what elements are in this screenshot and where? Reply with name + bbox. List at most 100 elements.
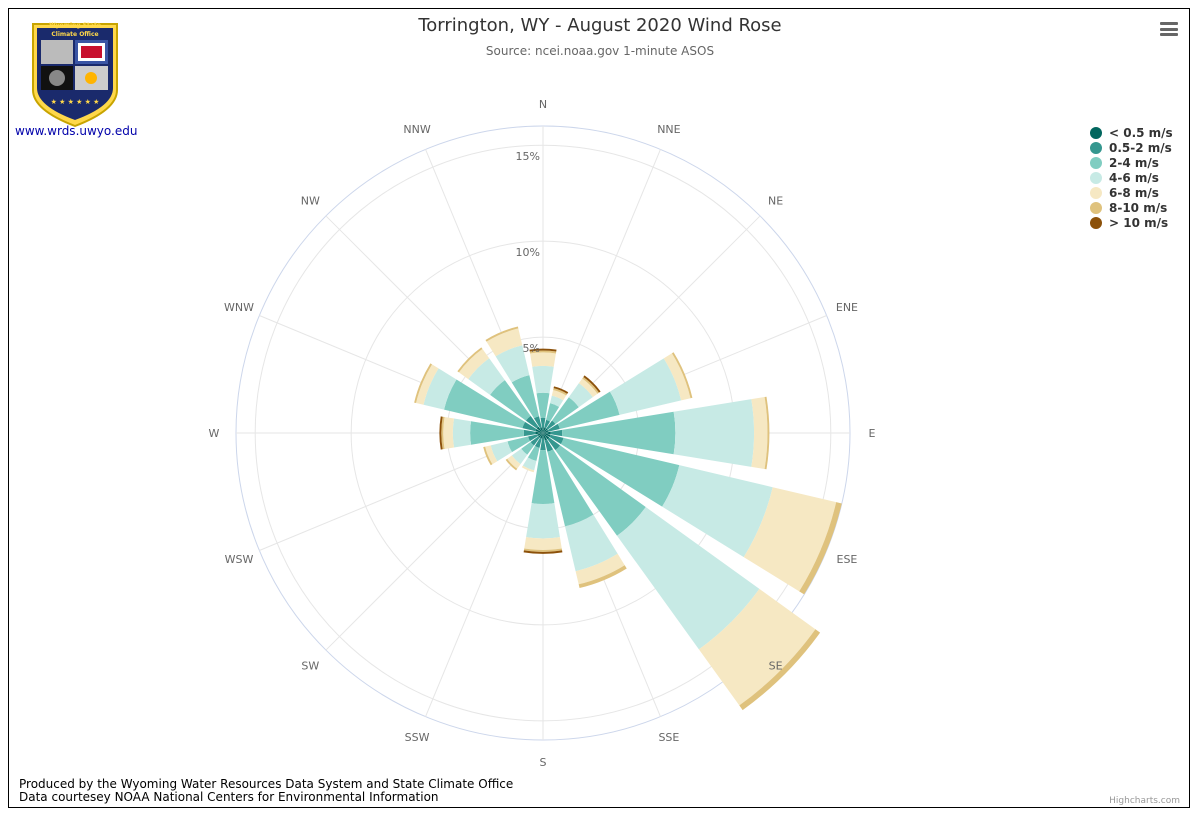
wind-bar-NW-3[interactable] [468, 358, 505, 395]
wind-bar-WSW-5[interactable] [483, 446, 493, 466]
legend-item[interactable]: 2-4 m/s [1090, 155, 1173, 170]
wind-bar-NNW-4[interactable] [486, 328, 523, 357]
wind-bar-W-4[interactable] [443, 417, 454, 449]
wind-bar-WNW-3[interactable] [423, 368, 457, 410]
wind-bar-WNW-2[interactable] [444, 379, 526, 429]
wind-bar-NW-2[interactable] [490, 380, 531, 421]
highcharts-credit[interactable]: Highcharts.com [1109, 796, 1180, 806]
wind-bar-SSW-1[interactable] [534, 437, 542, 448]
wind-bar-SSW-2[interactable] [527, 446, 540, 462]
wind-bar-ENE-3[interactable] [609, 358, 682, 415]
wind-bar-ESE-4[interactable] [743, 487, 837, 592]
wind-bar-NNW-2[interactable] [511, 375, 540, 419]
wind-bar-SW-3[interactable] [511, 448, 528, 465]
wind-bar-N-5[interactable] [529, 350, 557, 354]
wind-bar-NNE-3[interactable] [550, 395, 564, 407]
wind-bar-N-2[interactable] [536, 392, 550, 418]
wind-bar-NNE-2[interactable] [546, 403, 560, 422]
wind-bar-ENE-5[interactable] [671, 352, 693, 399]
wind-bar-NW-1[interactable] [525, 415, 539, 429]
wind-bar-NW-4[interactable] [458, 348, 490, 380]
wind-bar-S-2[interactable] [531, 450, 555, 504]
wind-bar-S-0[interactable] [542, 433, 544, 439]
wind-bar-SW-4[interactable] [507, 455, 521, 469]
wind-bar-SE-4[interactable] [698, 588, 816, 706]
wind-bar-SW-2[interactable] [521, 441, 535, 455]
wind-bar-NNE-4[interactable] [551, 390, 567, 401]
wind-bar-NNE-0[interactable] [543, 427, 547, 433]
wind-bar-SE-5[interactable] [739, 629, 821, 711]
wind-bar-SSW-0[interactable] [539, 433, 543, 439]
wind-bar-NNW-1[interactable] [533, 416, 542, 429]
wind-bar-ESE-1[interactable] [549, 434, 564, 445]
wind-bar-NE-5[interactable] [582, 376, 600, 394]
wind-bar-N-0[interactable] [542, 427, 544, 433]
wind-bar-SW-0[interactable] [538, 433, 543, 438]
wind-bar-SW-1[interactable] [530, 436, 540, 446]
wind-bar-S-6[interactable] [523, 550, 563, 554]
wind-bar-W-6[interactable] [439, 416, 443, 450]
wind-bar-WSW-2[interactable] [507, 436, 530, 453]
wind-bar-NNW-5[interactable] [485, 326, 519, 342]
wind-bar-E-4[interactable] [751, 397, 768, 469]
wind-bar-WNW-0[interactable] [535, 428, 543, 433]
wind-bar-NE-2[interactable] [551, 397, 579, 425]
wind-bar-SSE-2[interactable] [547, 449, 594, 527]
wind-bar-ESE-0[interactable] [543, 433, 551, 438]
wind-bar-SE-0[interactable] [543, 433, 550, 440]
wind-bar-N-1[interactable] [540, 417, 546, 428]
wind-bar-WNW-4[interactable] [416, 364, 439, 405]
hamburger-menu-icon[interactable] [1160, 22, 1178, 36]
wind-bar-E-0[interactable] [543, 431, 551, 435]
wind-bar-ENE-0[interactable] [543, 429, 549, 433]
wind-bar-WNW-5[interactable] [414, 363, 433, 404]
wind-bar-NNW-3[interactable] [495, 345, 530, 383]
legend-item[interactable]: > 10 m/s [1090, 215, 1173, 230]
legend-item[interactable]: 0.5-2 m/s [1090, 140, 1173, 155]
wind-bar-ESE-5[interactable] [799, 502, 842, 595]
wind-bar-SSE-4[interactable] [575, 553, 625, 585]
wind-bar-S-1[interactable] [540, 438, 546, 451]
wind-bar-SSE-0[interactable] [543, 433, 548, 441]
wind-bar-E-3[interactable] [673, 399, 755, 467]
wind-bar-ESE-2[interactable] [560, 437, 680, 507]
wind-bar-NW-0[interactable] [536, 426, 543, 433]
wind-bar-SE-3[interactable] [617, 507, 760, 650]
legend-item[interactable]: 6-8 m/s [1090, 185, 1173, 200]
wind-bar-WSW-0[interactable] [537, 433, 543, 437]
wind-bar-ENE-4[interactable] [663, 353, 691, 401]
wind-bar-S-4[interactable] [524, 537, 562, 551]
wind-bar-E-5[interactable] [764, 396, 770, 470]
legend-item[interactable]: 4-6 m/s [1090, 170, 1173, 185]
wind-bar-SSE-3[interactable] [565, 514, 618, 572]
wind-bar-SSW-3[interactable] [522, 457, 537, 471]
wind-bar-ENE-2[interactable] [557, 391, 620, 430]
wind-bar-S-5[interactable] [523, 548, 563, 552]
wind-bar-NNW-0[interactable] [539, 427, 543, 433]
wind-bar-NE-1[interactable] [546, 420, 556, 430]
wind-bar-W-2[interactable] [470, 421, 525, 445]
wind-bar-NNE-1[interactable] [544, 419, 551, 429]
wind-bar-E-2[interactable] [561, 411, 676, 455]
wind-bar-NNE-6[interactable] [553, 386, 569, 394]
wind-bar-ENE-1[interactable] [547, 423, 560, 432]
wind-bar-SW-5[interactable] [505, 458, 518, 471]
wind-bar-N-4[interactable] [530, 352, 556, 367]
wind-bar-WNW-1[interactable] [522, 421, 537, 432]
wind-bar-N-6[interactable] [529, 348, 557, 352]
wind-bar-S-3[interactable] [526, 503, 560, 539]
wind-bar-ESE-3[interactable] [662, 465, 773, 558]
legend-item[interactable]: 8-10 m/s [1090, 200, 1173, 215]
wind-bar-NE-4[interactable] [578, 378, 598, 398]
wind-bar-W-1[interactable] [523, 429, 536, 437]
wind-bar-W-3[interactable] [452, 418, 472, 448]
wind-bar-NE-0[interactable] [543, 428, 548, 433]
wind-bar-E-1[interactable] [550, 429, 563, 437]
legend-item[interactable]: < 0.5 m/s [1090, 125, 1173, 140]
wind-bar-SE-2[interactable] [555, 445, 646, 536]
wind-bar-N-3[interactable] [532, 365, 554, 394]
wind-bar-SSE-1[interactable] [544, 439, 554, 452]
wind-bar-WSW-3[interactable] [490, 441, 512, 462]
website-link[interactable]: www.wrds.uwyo.edu [15, 124, 138, 138]
wind-bar-WSW-1[interactable] [528, 434, 539, 442]
